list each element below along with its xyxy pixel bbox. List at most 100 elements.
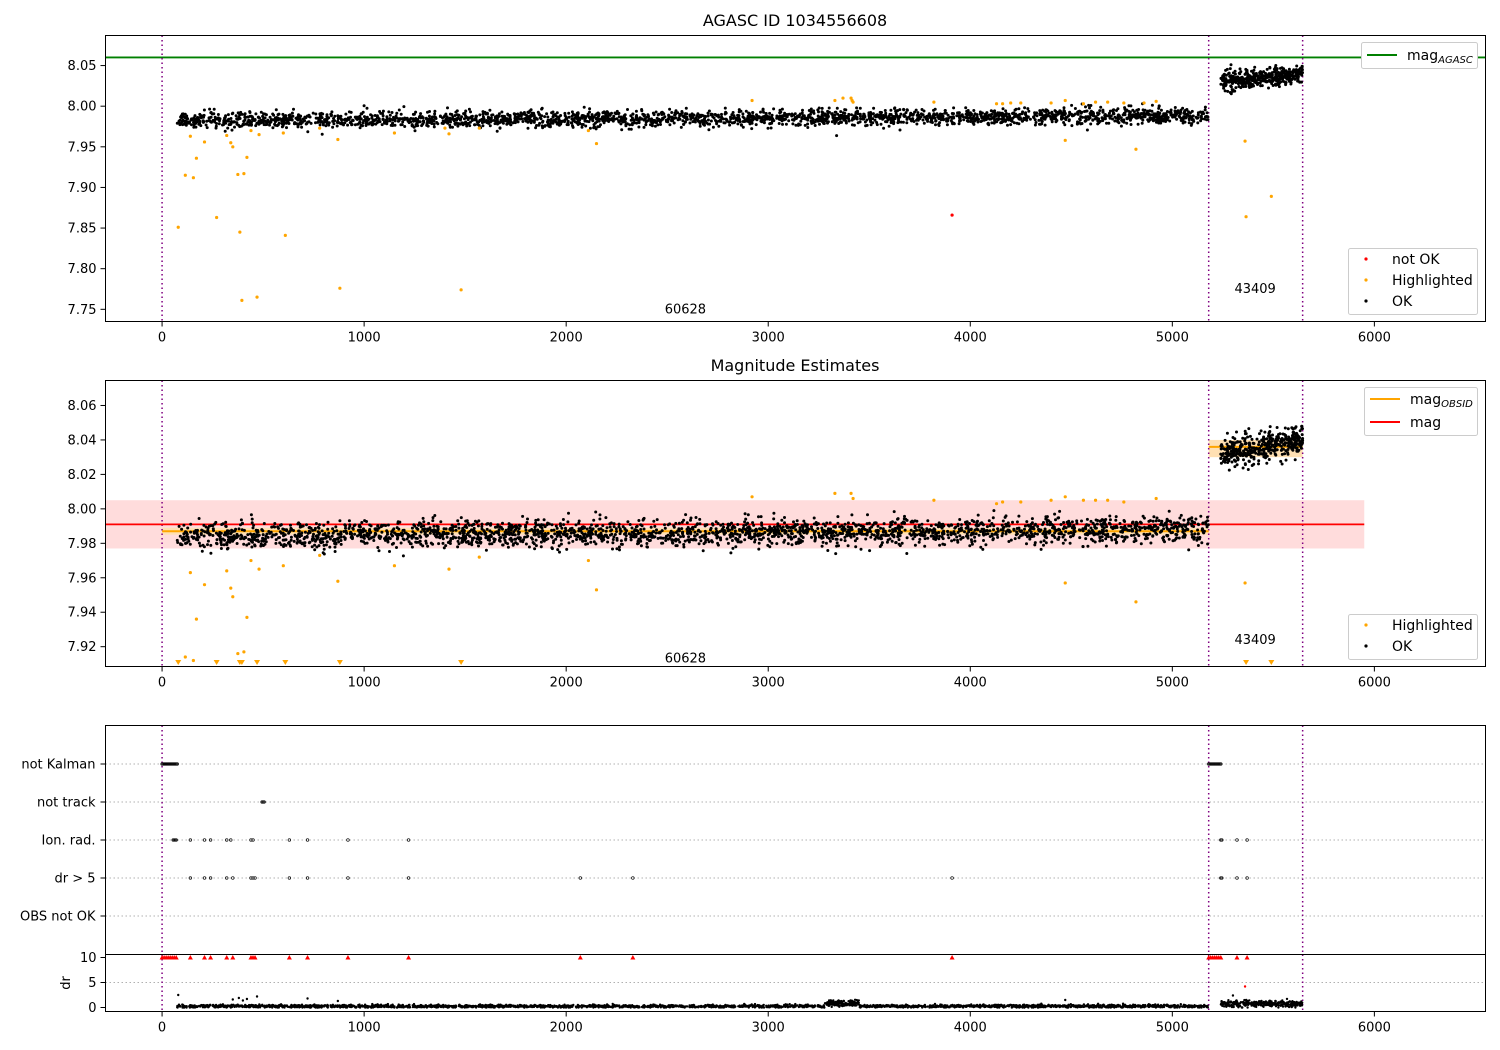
p1-highlighted-point	[236, 172, 240, 177]
p2-ok-point	[325, 540, 329, 544]
p2-ok-point	[630, 526, 634, 530]
p2-ok-point	[246, 533, 250, 537]
p2-ok-point	[687, 535, 691, 539]
p2-ok-point	[961, 536, 965, 539]
p2-ok-point	[399, 541, 403, 545]
p2-ok-point	[820, 528, 824, 532]
p1-ok-point	[755, 118, 759, 122]
p1-ok-point	[744, 109, 748, 113]
p2-ok-point	[228, 536, 232, 539]
p2-ok-point	[1039, 547, 1043, 551]
p1-ok-point	[521, 120, 525, 123]
p2-ok-point	[1175, 527, 1179, 531]
p1-ok-point	[485, 111, 489, 115]
p2-ok-point	[1206, 515, 1209, 519]
p1-ok-point	[842, 117, 846, 120]
p1-ok-point	[282, 114, 286, 118]
p1-ok-point	[413, 118, 417, 122]
p1-ok-point	[1045, 108, 1049, 112]
p2-ok-point	[645, 537, 649, 541]
p2-ok-point	[698, 522, 702, 526]
p1-ok-point	[546, 118, 550, 122]
p1-ok-point	[502, 116, 506, 120]
p1-highlighted-point	[283, 233, 287, 237]
p2-ok-point	[664, 539, 668, 542]
p2-ok-point	[1206, 519, 1209, 523]
p2-ok-point	[517, 532, 520, 536]
p1-ok-point	[280, 122, 284, 126]
p1-ok-point	[199, 116, 203, 120]
p1-ok-point	[389, 123, 393, 127]
p2-ok-point	[328, 545, 332, 549]
p2-ok-point	[736, 523, 740, 526]
p1-ok-point	[813, 124, 817, 127]
p1-ok-point	[668, 107, 672, 111]
p1-ok-point	[736, 122, 740, 126]
p1-ok-point	[469, 116, 473, 120]
p1-ok-point	[232, 120, 235, 124]
p1-ok-point	[457, 122, 461, 126]
p2-ok-point	[595, 524, 599, 528]
p2-ok-point	[1199, 514, 1203, 518]
p1-ok-point	[759, 119, 763, 123]
p1-ok-point	[799, 119, 803, 123]
p1-ok-point	[321, 112, 325, 116]
p1-ok-point	[1067, 118, 1071, 122]
p1-ok-point	[623, 115, 627, 119]
p2-ok-point	[639, 528, 643, 531]
p2-ok-point	[1193, 532, 1197, 536]
p2-ok-point	[1196, 528, 1200, 532]
p2-ok-point	[1094, 518, 1098, 522]
p1-ok-point	[433, 109, 437, 113]
p1-ok-point	[549, 121, 553, 125]
p2-ok-point	[759, 538, 763, 542]
p1-ok-point	[509, 123, 513, 127]
p1-ok-point	[1136, 112, 1140, 115]
p1-ok-point	[1073, 112, 1077, 116]
p2-ok-point	[648, 538, 652, 542]
p2-ok-point	[839, 538, 843, 542]
p1-ok-point	[894, 113, 898, 117]
p1-ok-point	[634, 109, 638, 113]
p2-ok-point	[1110, 538, 1114, 542]
p2-ok-point	[201, 543, 205, 547]
p1-ok-point	[843, 111, 847, 115]
p2-ok-point	[1175, 533, 1179, 537]
p1-ok-point	[755, 113, 758, 117]
p2-ok-point	[451, 529, 455, 532]
p1-ok-point	[1143, 115, 1147, 119]
p2-ok-point	[211, 534, 215, 537]
p1-ok-point	[222, 118, 226, 122]
p2-ok-point	[879, 526, 883, 530]
p1-ok-point	[1244, 81, 1248, 85]
p1-ok-point	[363, 115, 366, 119]
p1-ok-point	[491, 113, 495, 117]
p2-ok-point	[974, 532, 978, 536]
p2-ok-point	[656, 536, 660, 540]
p2-ok-point	[247, 537, 251, 541]
p2-ok-point	[594, 510, 598, 514]
p1-ok-point	[1298, 80, 1302, 84]
p1-ok-point	[320, 132, 324, 136]
p1-ok-point	[642, 125, 646, 129]
p1-ok-point	[1264, 71, 1267, 75]
p1-ok-point	[559, 120, 563, 124]
p2-ok-point	[331, 527, 335, 531]
p1-ok-point	[1084, 105, 1087, 109]
p1-ok-point	[1141, 118, 1145, 122]
p2-ok-point	[264, 540, 268, 544]
p2-ok-point	[615, 530, 618, 533]
p1-ok-point	[966, 109, 970, 113]
p1-ok-point	[971, 117, 975, 121]
p1-ok-point	[1252, 68, 1256, 72]
p1-ok-point	[1267, 86, 1270, 90]
p2-ok-point	[891, 520, 894, 524]
p1-highlighted-point	[215, 215, 219, 220]
p2-ok-point	[1020, 533, 1024, 537]
p2-ok-point	[734, 532, 738, 536]
p1-ok-point	[990, 121, 994, 125]
p1-ok-point	[1287, 75, 1291, 79]
p1-ok-point	[827, 106, 831, 110]
p2-ok-point	[396, 536, 400, 540]
p2-ok-point	[991, 516, 995, 520]
